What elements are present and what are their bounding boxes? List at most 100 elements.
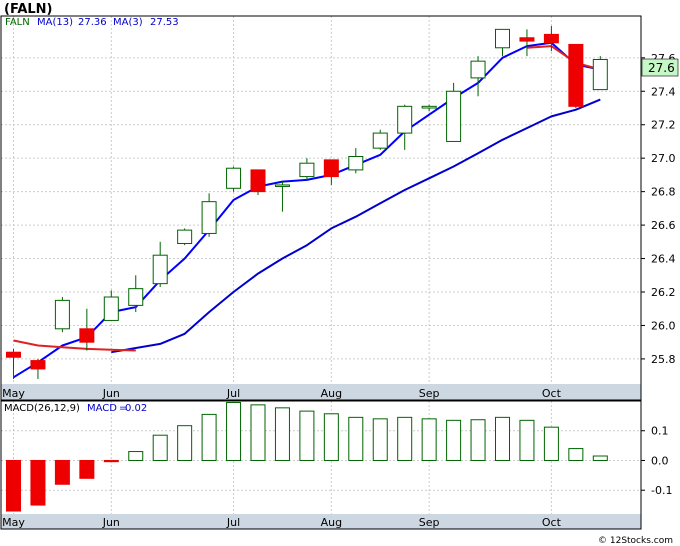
candle bbox=[421, 104, 437, 112]
price-tick-label: 27.2 bbox=[651, 119, 676, 132]
x-tick-label: Oct bbox=[542, 387, 562, 400]
candle bbox=[470, 56, 486, 97]
candle bbox=[250, 169, 266, 195]
macd-legend: MACD(26,12,9) MACD = 0.02 bbox=[4, 403, 147, 414]
price-panel-background bbox=[1, 16, 641, 400]
ma13-line-layer bbox=[111, 98, 601, 354]
price-x-axis-strip: May Jun Jul Aug Sep Oct bbox=[1, 384, 641, 400]
x-tick-label: Aug bbox=[321, 387, 342, 400]
candle bbox=[495, 28, 510, 57]
candle bbox=[152, 241, 168, 287]
legend-ma13-label: MA(13) bbox=[37, 17, 73, 28]
price-legend: FALN MA(13) 27.36 MA(3) 27.53 bbox=[5, 17, 179, 28]
macd-bar-negative bbox=[30, 459, 46, 506]
price-tick-label: 26.8 bbox=[651, 186, 676, 199]
macd-bar-positive bbox=[348, 416, 364, 461]
price-tick-label: 27.4 bbox=[651, 85, 676, 98]
macd-bar-negative bbox=[54, 459, 70, 485]
candle bbox=[397, 104, 413, 150]
x-tick-label: Jul bbox=[226, 387, 240, 400]
legend-macd-eq: = bbox=[119, 403, 127, 414]
candle bbox=[519, 29, 535, 57]
candles-layer bbox=[6, 26, 608, 379]
macd-x-tick-label: Jul bbox=[226, 516, 240, 529]
candle bbox=[54, 297, 70, 333]
macd-x-strip-bg bbox=[1, 514, 641, 529]
macd-bar-positive bbox=[323, 413, 339, 461]
macd-bar-positive bbox=[592, 455, 608, 461]
macd-bar-negative bbox=[103, 459, 119, 463]
macd-bar-positive bbox=[446, 419, 462, 461]
macd-bar-positive bbox=[543, 426, 559, 461]
macd-x-axis-strip: May Jun Jul Aug Sep Oct bbox=[1, 514, 641, 529]
macd-bar-positive bbox=[201, 413, 217, 461]
candle-body-up bbox=[54, 299, 70, 330]
candle bbox=[568, 43, 584, 108]
price-tick-label: 26.0 bbox=[651, 319, 676, 332]
candle-body-up bbox=[421, 105, 437, 109]
candle bbox=[592, 56, 608, 91]
macd-tick-label: 0.0 bbox=[651, 454, 669, 467]
candle bbox=[201, 193, 217, 237]
macd-bar-positive bbox=[274, 407, 290, 461]
legend-macd-value: 0.02 bbox=[125, 403, 147, 414]
price-tick-label: 25.8 bbox=[651, 353, 676, 366]
candle bbox=[274, 181, 290, 212]
candle-body-up bbox=[177, 229, 193, 244]
macd-bar-positive bbox=[470, 419, 486, 461]
price-tick-label: 27.0 bbox=[651, 152, 676, 165]
ma3-red-segment bbox=[13, 339, 136, 352]
macd-bar-positive bbox=[519, 419, 535, 461]
macd-y-axis: 0.1 0.0 -0.1 bbox=[641, 425, 672, 497]
x-tick-label: Jun bbox=[102, 387, 120, 400]
legend-macd-label: MACD bbox=[87, 403, 117, 414]
macd-bar-positive bbox=[495, 416, 510, 461]
candle bbox=[299, 158, 315, 180]
macd-x-tick-label: May bbox=[2, 516, 25, 529]
price-y-axis: 25.8 26.0 26.2 26.4 26.6 26.8 27.0 27.2 27.4 27.6 bbox=[641, 52, 676, 366]
candle-body-up bbox=[348, 156, 364, 171]
macd-panel: May Jun Jul Aug Sep Oct 0.1 0.0 -0.1 MACD(26,12… bbox=[0, 400, 672, 530]
macd-bar-positive bbox=[372, 418, 388, 461]
candle-body-up bbox=[446, 90, 462, 142]
price-panel-border bbox=[0, 15, 642, 401]
chart-title: (FALN) bbox=[4, 2, 53, 17]
candle-body-up bbox=[470, 60, 486, 79]
macd-tick-label: 0.1 bbox=[651, 425, 669, 438]
macd-bar-negative bbox=[6, 459, 21, 512]
macd-bar-positive bbox=[226, 401, 242, 461]
candle bbox=[372, 129, 388, 150]
candle-body-up bbox=[103, 296, 119, 321]
last-price-box bbox=[641, 58, 679, 77]
macd-bar-positive bbox=[128, 451, 144, 461]
candle-body-up bbox=[152, 254, 168, 285]
macd-bar-positive bbox=[397, 416, 413, 461]
candle-body-up bbox=[397, 105, 413, 134]
last-price-marker: 27.6 bbox=[641, 58, 679, 77]
candle bbox=[103, 290, 119, 321]
candle-body-down bbox=[250, 169, 266, 193]
candle bbox=[446, 82, 462, 142]
macd-bar-positive bbox=[568, 448, 584, 461]
candle bbox=[128, 275, 144, 313]
candle-body-down bbox=[79, 328, 95, 343]
last-price-label: 27.6 bbox=[648, 61, 675, 75]
candle-body-up bbox=[372, 132, 388, 149]
candle-body-up bbox=[274, 184, 290, 187]
candle-body-up bbox=[592, 58, 608, 91]
x-tick-label: May bbox=[2, 387, 25, 400]
candle-body-up bbox=[201, 201, 217, 234]
price-tick-label: 26.6 bbox=[651, 219, 676, 232]
candle bbox=[177, 228, 193, 246]
candle-body-down bbox=[6, 351, 21, 358]
macd-x-tick-label: Aug bbox=[321, 516, 342, 529]
macd-x-tick-label: Jun bbox=[102, 516, 120, 529]
candle bbox=[543, 26, 559, 52]
macd-x-tick-label: Oct bbox=[542, 516, 562, 529]
ma13-line bbox=[111, 98, 601, 354]
candle bbox=[6, 348, 21, 379]
ma3-red-segment bbox=[526, 45, 601, 71]
candle-body-up bbox=[299, 162, 315, 178]
candle-body-down bbox=[323, 159, 339, 178]
